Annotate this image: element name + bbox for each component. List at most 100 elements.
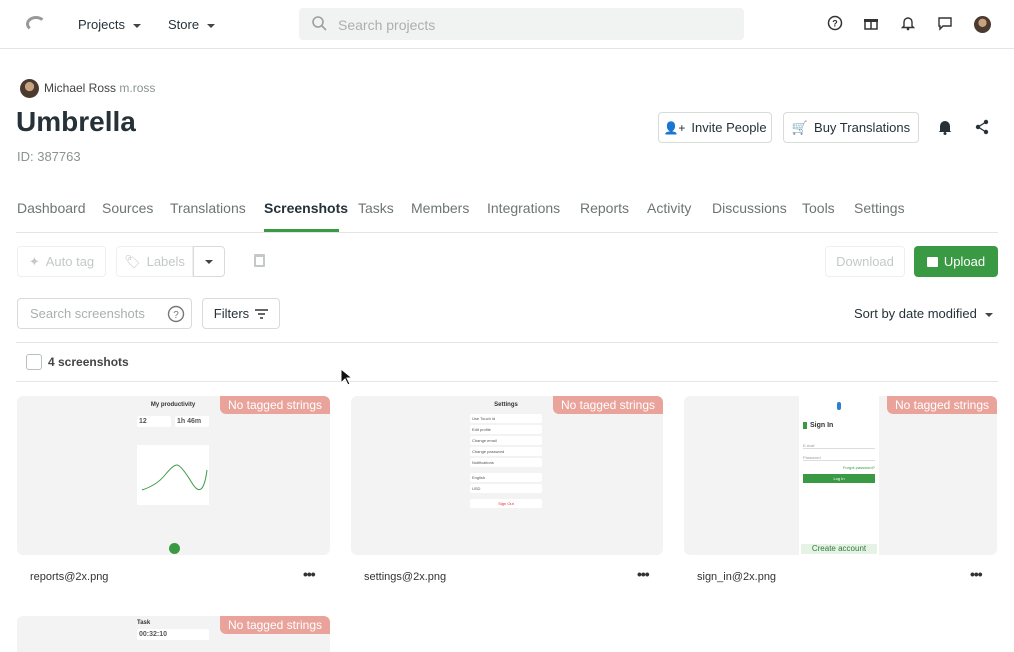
logo-icon[interactable] [26, 16, 46, 32]
filter-icon [255, 308, 269, 319]
download-label: Download [836, 254, 894, 269]
nav-projects-label: Projects [78, 17, 125, 32]
delete-trash-icon[interactable] [254, 254, 265, 267]
no-tagged-strings-badge: No tagged strings [219, 616, 330, 634]
search-screenshots-input[interactable]: Search screenshots? [17, 298, 192, 329]
caret-down-icon [205, 259, 213, 264]
user-avatar[interactable] [974, 16, 991, 33]
download-button[interactable]: Download [825, 246, 905, 277]
tab-screenshots[interactable]: Screenshots [264, 200, 349, 216]
help-icon[interactable]: ? [826, 15, 844, 33]
screenshot-thumbnail[interactable]: Task 00:32:10 No tagged strings [17, 616, 330, 652]
screenshot-thumbnail[interactable]: My productivity 12 1h 46m No tagged strin… [17, 396, 330, 555]
tab-translations[interactable]: Translations [170, 200, 246, 216]
divider [16, 381, 998, 382]
tab-sources[interactable]: Sources [102, 200, 154, 216]
labels-button[interactable]: 🏷 Labels [116, 246, 193, 277]
preview-item: E-mail [803, 443, 875, 449]
preview-item: Change password [470, 447, 542, 456]
tabs-divider [16, 232, 998, 233]
more-options-icon[interactable]: ••• [637, 566, 650, 582]
preview-item: USD [470, 484, 542, 493]
owner-avatar [20, 79, 39, 98]
add-person-icon: 👤+ [663, 120, 686, 135]
cart-icon: 🛒 [791, 119, 809, 135]
tab-members[interactable]: Members [411, 200, 470, 216]
tab-reports[interactable]: Reports [580, 200, 630, 216]
labels-dropdown-button[interactable] [193, 246, 225, 277]
screenshot-thumbnail[interactable]: Settings Use Touch Id Edit profile Chang… [351, 396, 663, 555]
screenshot-filename: sign_in@2x.png [697, 571, 777, 583]
chat-icon[interactable] [936, 15, 954, 33]
svg-text:?: ? [832, 19, 838, 29]
preview-chart [137, 445, 209, 505]
gift-icon[interactable] [862, 15, 880, 33]
auto-tag-button[interactable]: ✦ Auto tag [17, 246, 106, 277]
preview-item: Log In [803, 474, 875, 483]
upload-button[interactable]: Upload [914, 246, 998, 277]
no-tagged-strings-badge: No tagged strings [886, 396, 997, 414]
sort-dropdown[interactable]: Sort by date modified [854, 306, 993, 321]
filters-button[interactable]: Filters [202, 298, 280, 329]
screenshot-card[interactable]: Settings Use Touch Id Edit profile Chang… [351, 396, 663, 583]
share-icon[interactable] [974, 119, 990, 138]
tab-settings[interactable]: Settings [854, 200, 905, 216]
preview-title: Sign In [803, 422, 875, 429]
screenshot-count: 4 screenshots [48, 355, 129, 369]
tab-dashboard[interactable]: Dashboard [17, 200, 86, 216]
screenshot-filename: reports@2x.png [30, 571, 109, 583]
svg-text:?: ? [173, 310, 179, 321]
bell-icon[interactable] [899, 15, 917, 33]
screenshot-filename: settings@2x.png [364, 571, 447, 583]
search-icon [312, 16, 327, 31]
nav-store[interactable]: Store [168, 17, 216, 32]
tag-icon: 🏷 [124, 253, 141, 269]
filters-label: Filters [213, 306, 250, 321]
top-bar: Projects Store Search projects ? [0, 0, 1014, 49]
caret-down-icon [984, 312, 993, 317]
add-image-icon [926, 256, 938, 267]
tab-integrations[interactable]: Integrations [487, 200, 561, 216]
preview-item: Edit profile [470, 425, 542, 434]
labels-label: Labels [146, 254, 185, 269]
invite-people-button[interactable]: 👤+ Invite People [658, 112, 772, 143]
magic-wand-icon: ✦ [28, 253, 40, 269]
no-tagged-strings-badge: No tagged strings [219, 396, 330, 414]
tab-tools[interactable]: Tools [802, 200, 835, 216]
screenshot-thumbnail[interactable]: Sign In E-mail Password Forgot password?… [684, 396, 997, 555]
project-title: Umbrella [16, 106, 136, 137]
screenshot-card[interactable]: My productivity 12 1h 46m No tagged strin… [17, 396, 330, 583]
preview-item: Sign Out [470, 499, 542, 508]
tab-discussions[interactable]: Discussions [712, 200, 787, 216]
buy-translations-button[interactable]: 🛒 Buy Translations [783, 112, 919, 143]
more-options-icon[interactable]: ••• [970, 566, 983, 582]
notifications-bell-icon[interactable] [937, 119, 953, 138]
preview-title: My productivity [150, 402, 196, 408]
screenshot-card[interactable]: Task 00:32:10 No tagged strings [17, 616, 330, 652]
preview-item: Create account [801, 544, 877, 554]
preview-value: 12 [137, 416, 171, 427]
preview-item: Change email [470, 436, 542, 445]
tab-tasks[interactable]: Tasks [358, 200, 394, 216]
search-projects-input[interactable]: Search projects [299, 8, 744, 40]
project-owner[interactable]: Michael Ross m.ross [44, 81, 155, 95]
buy-label: Buy Translations [814, 120, 911, 135]
project-id: ID: 387763 [17, 149, 81, 164]
divider [16, 342, 998, 343]
nav-projects[interactable]: Projects [78, 17, 141, 32]
screenshot-card[interactable]: Sign In E-mail Password Forgot password?… [684, 396, 997, 583]
preview-item: Password [803, 455, 875, 461]
more-options-icon[interactable]: ••• [303, 566, 316, 582]
mouse-cursor-icon [340, 367, 354, 389]
tab-activity[interactable]: Activity [647, 200, 692, 216]
help-icon[interactable]: ? [167, 305, 185, 326]
select-all-checkbox[interactable] [26, 354, 42, 370]
caret-down-icon [207, 23, 216, 28]
preview-value: 1h 46m [175, 416, 209, 427]
search-placeholder: Search projects [338, 17, 436, 33]
no-tagged-strings-badge: No tagged strings [552, 396, 663, 414]
search-screenshots-placeholder: Search screenshots [30, 306, 145, 321]
sort-label: Sort by date modified [854, 306, 977, 321]
caret-down-icon [132, 23, 141, 28]
nav-store-label: Store [168, 17, 200, 32]
